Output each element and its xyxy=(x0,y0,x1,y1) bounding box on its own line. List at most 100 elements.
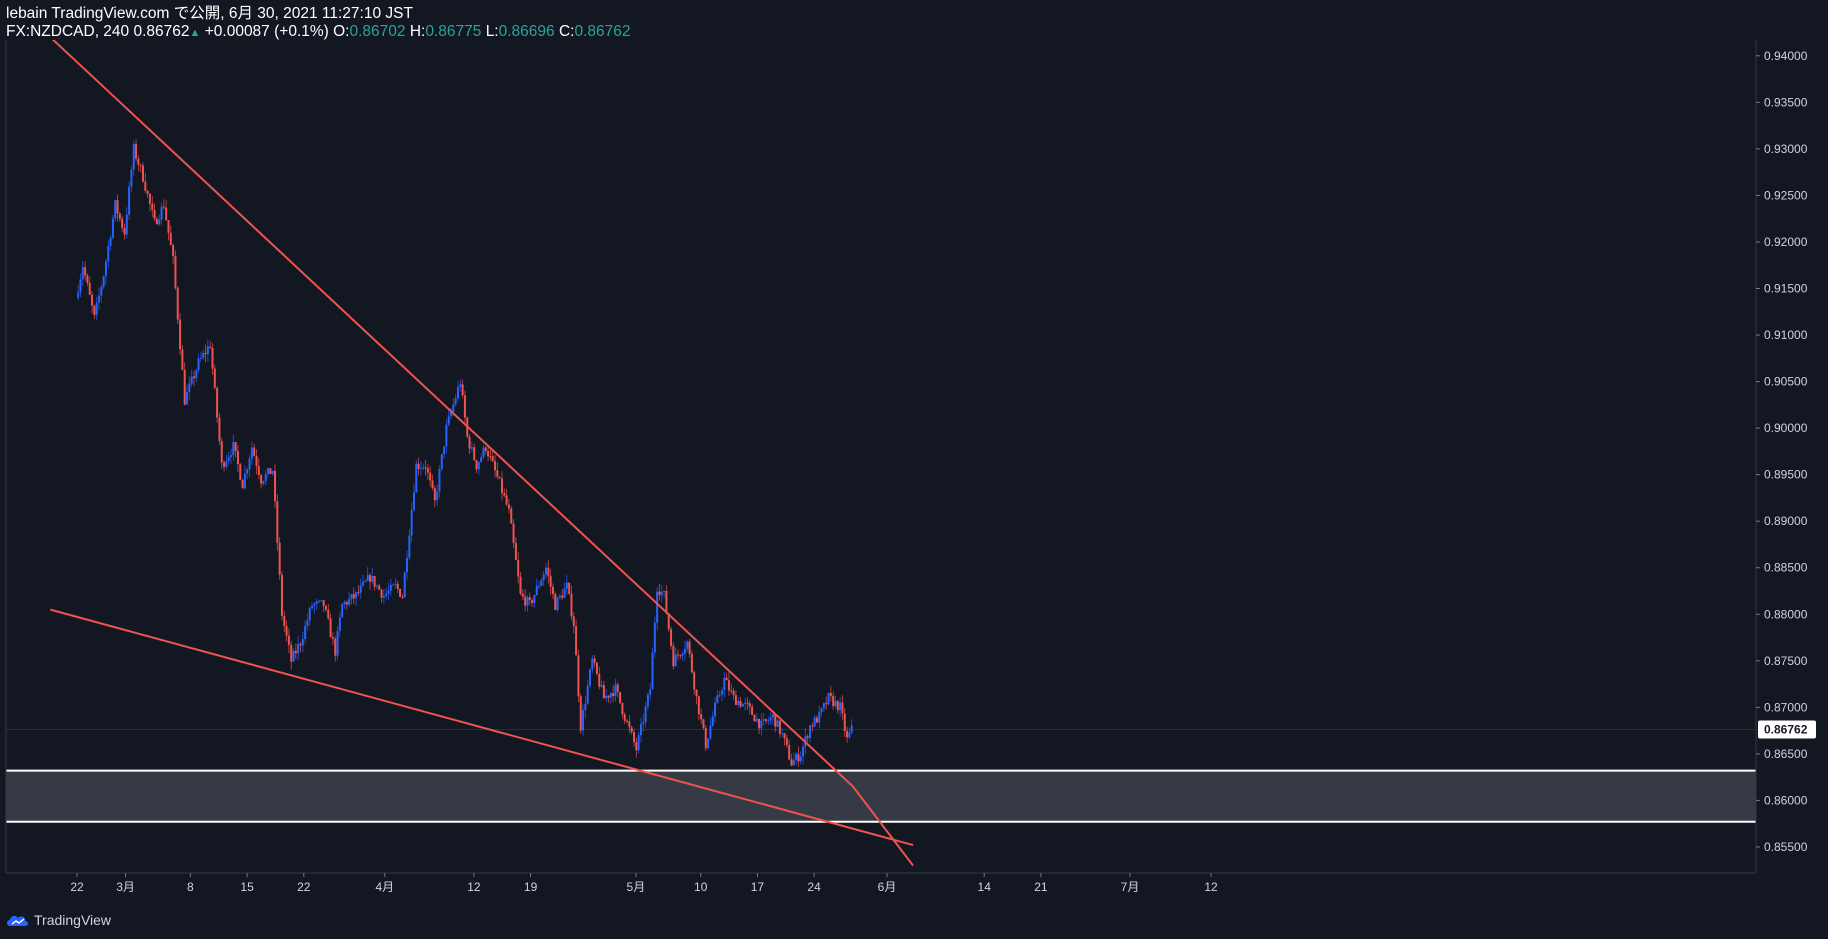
candle-body xyxy=(841,702,844,714)
candle-body xyxy=(558,595,561,598)
candle-body xyxy=(260,475,263,484)
candle-body xyxy=(846,730,849,738)
candle-body xyxy=(799,756,802,762)
tradingview-footer[interactable]: TradingView xyxy=(6,910,111,930)
price-tick-label: 0.86000 xyxy=(1764,793,1808,807)
candle-body xyxy=(394,583,397,585)
candle-body xyxy=(181,349,184,370)
candle-body xyxy=(343,602,346,604)
candle-body xyxy=(489,456,492,458)
candle-body xyxy=(802,746,805,757)
symbol-info: FX:NZDCAD, 240 0.86762▲ +0.00087 (+0.1%)… xyxy=(6,23,631,42)
candle-body xyxy=(514,542,517,560)
candle-body xyxy=(660,592,663,595)
candle-body xyxy=(785,738,788,746)
candle-body xyxy=(832,695,835,707)
candle-body xyxy=(727,680,730,691)
open-label: O: xyxy=(333,23,350,40)
candle-body xyxy=(577,655,580,697)
candle-body xyxy=(79,279,82,293)
candle-body xyxy=(426,468,429,473)
candle-body xyxy=(811,725,814,727)
plot-area[interactable] xyxy=(6,37,1756,867)
candle-body xyxy=(396,583,399,589)
candle-body xyxy=(230,455,233,458)
price-axis[interactable]: 0.94000 0.93500 0.93000 0.92500 0.92000 0.915… xyxy=(1756,49,1808,854)
candle-body xyxy=(280,574,283,616)
candle-body xyxy=(568,582,571,594)
candle-body xyxy=(202,353,205,358)
candle-body xyxy=(375,585,378,587)
candle-body xyxy=(283,615,286,626)
support-zone[interactable] xyxy=(6,770,1756,822)
candle-body xyxy=(461,384,464,396)
time-tick-label: 8 xyxy=(187,880,194,894)
candle-body xyxy=(549,575,552,587)
candle-body xyxy=(371,576,374,582)
candle-body xyxy=(836,700,839,711)
candle-body xyxy=(484,447,487,451)
time-tick-label: 12 xyxy=(1204,880,1218,894)
chart-header: lebain TradingView.com で公開, 6月 30, 2021 … xyxy=(6,5,631,42)
candle-body xyxy=(454,398,457,405)
candle-body xyxy=(656,591,659,623)
candle-body xyxy=(364,580,367,582)
candle-body xyxy=(651,652,654,690)
candle-body xyxy=(820,708,823,712)
trendline-lower[interactable] xyxy=(50,608,914,847)
candle-body xyxy=(167,220,170,233)
time-tick-label: 17 xyxy=(751,880,765,894)
candle-body xyxy=(744,702,747,704)
candle-body xyxy=(531,600,534,604)
candle-body xyxy=(216,387,219,418)
candle-body xyxy=(102,276,105,287)
candle-body xyxy=(84,267,87,276)
candle-body xyxy=(614,684,617,696)
candle-body xyxy=(142,165,145,182)
candle-body xyxy=(160,206,163,220)
candle-body xyxy=(348,598,351,605)
low-label: L: xyxy=(485,23,499,40)
symbol-label[interactable]: FX:NZDCAD, 240 xyxy=(6,23,130,40)
candle-body xyxy=(716,695,719,703)
candle-body xyxy=(262,481,265,484)
candle-body xyxy=(452,404,455,412)
candle-body xyxy=(739,700,742,707)
candle-body xyxy=(818,711,821,723)
candle-body xyxy=(408,535,411,558)
candle-body xyxy=(456,387,459,399)
candle-body xyxy=(714,702,717,717)
candle-body xyxy=(795,753,798,761)
high-value: 0.86775 xyxy=(425,23,482,40)
candle-body xyxy=(111,218,114,238)
candle-body xyxy=(588,669,591,686)
candle-body xyxy=(848,732,851,738)
candle-body xyxy=(345,602,348,605)
candle-body xyxy=(190,376,193,384)
candle-body xyxy=(195,370,198,379)
candle-body xyxy=(352,594,355,599)
candle-body xyxy=(206,346,209,354)
candle-body xyxy=(677,654,680,656)
candle-body xyxy=(686,641,689,649)
candle-body xyxy=(774,714,777,727)
candle-body xyxy=(130,169,133,187)
candle-body xyxy=(526,597,529,606)
candle-body xyxy=(445,424,448,447)
candle-body xyxy=(169,232,172,246)
time-axis[interactable]: 22 3月 8 15 22 4月 12 19 5月 10 17 24 6月 14 21 7月 12 xyxy=(70,873,1218,894)
candle-body xyxy=(299,644,302,646)
candle-body xyxy=(148,193,151,204)
price-tick-label: 0.87500 xyxy=(1764,654,1808,668)
candle-body xyxy=(510,508,513,524)
candle-body xyxy=(91,294,94,306)
candle-body xyxy=(579,696,582,731)
candle-body xyxy=(556,597,559,610)
candle-body xyxy=(521,593,524,597)
candle-body xyxy=(572,616,575,627)
candle-body xyxy=(450,411,453,417)
candle-body xyxy=(100,286,103,296)
candle-body xyxy=(248,458,251,470)
price-tick-label: 0.86500 xyxy=(1764,747,1808,761)
